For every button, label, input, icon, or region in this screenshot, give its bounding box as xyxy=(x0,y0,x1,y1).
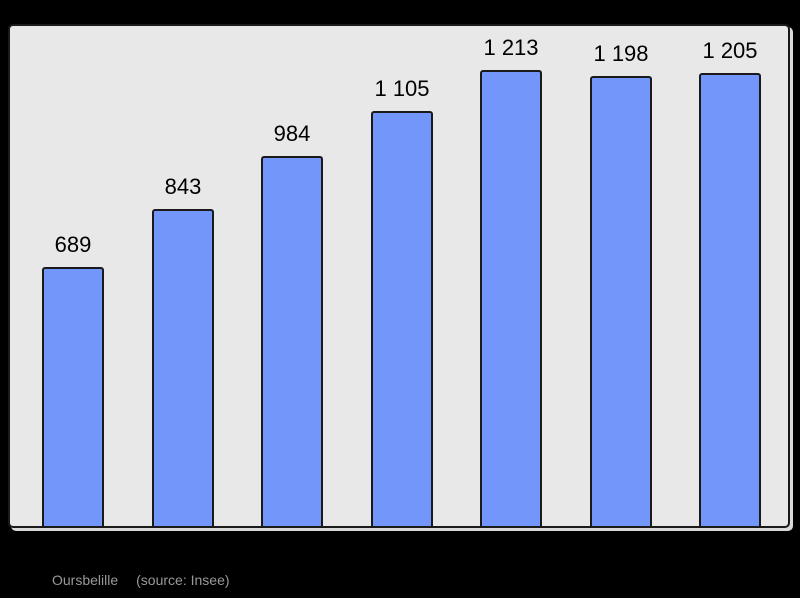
bar-value-label: 1 205 xyxy=(702,37,758,63)
plot-area: 689 843 984 1 105 1 213 1 198 1 205 xyxy=(8,24,790,528)
bar-value-label: 1 198 xyxy=(593,40,649,66)
bar-group: 689 xyxy=(42,231,104,526)
caption-source: (source: Insee) xyxy=(136,572,230,588)
bar-group: 1 105 xyxy=(371,75,433,526)
bar xyxy=(480,70,542,526)
bar-group: 843 xyxy=(152,173,214,526)
bar-group: 984 xyxy=(261,120,323,526)
bar-group: 1 205 xyxy=(699,37,761,526)
bar xyxy=(152,209,214,526)
bar-group: 1 198 xyxy=(590,40,652,526)
bar-group: 1 213 xyxy=(480,34,542,526)
bar xyxy=(371,111,433,526)
bar-value-label: 843 xyxy=(164,173,202,199)
chart-caption: Oursbelille (source: Insee) xyxy=(52,572,230,588)
bar xyxy=(699,73,761,526)
caption-title: Oursbelille xyxy=(52,572,119,588)
bar-value-label: 689 xyxy=(54,231,92,257)
bar xyxy=(590,76,652,526)
bar-value-label: 984 xyxy=(273,120,311,146)
bar-value-label: 1 105 xyxy=(374,75,430,101)
bar-value-label: 1 213 xyxy=(483,34,539,60)
bar xyxy=(261,156,323,526)
bar xyxy=(42,267,104,526)
